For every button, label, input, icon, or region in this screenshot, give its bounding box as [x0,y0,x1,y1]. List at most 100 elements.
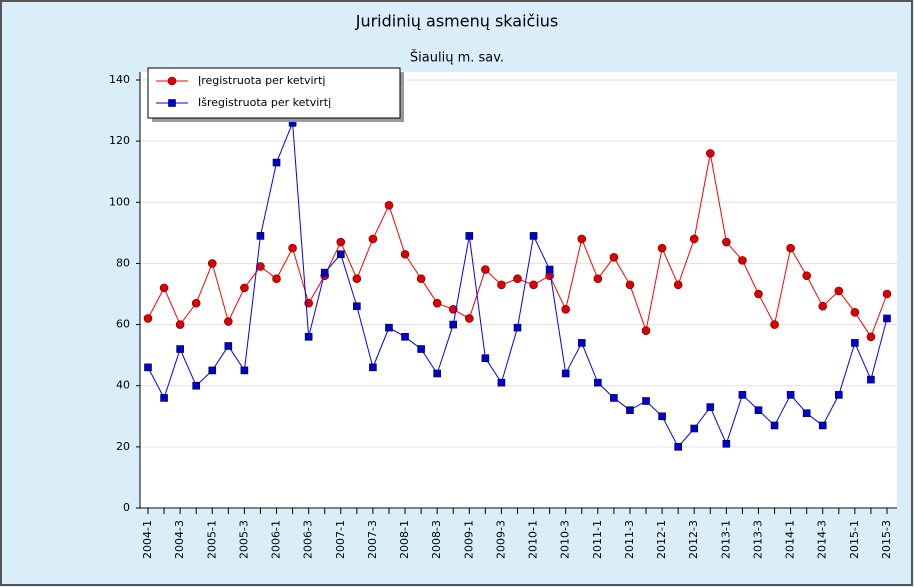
data-point [481,354,490,363]
x-tick-label: 2015-3 [880,520,893,559]
data-point [175,320,185,329]
data-point [529,280,538,290]
data-point [577,234,587,244]
x-tick-label: 2010-1 [527,520,540,559]
x-tick-label: 2004-3 [173,520,186,559]
data-point [802,271,811,280]
chart-title: Juridinių asmenų skaičius [355,12,559,31]
data-point [143,314,153,323]
data-point [176,345,184,353]
data-point [642,397,650,405]
x-tick-label: 2011-3 [623,520,636,559]
data-point [191,298,201,308]
y-tick-label: 140 [109,73,130,86]
x-tick-label: 2010-3 [559,520,572,559]
data-point [497,280,506,290]
legend-label: Išregistruota per ketvirtį [198,96,331,109]
data-point [722,439,731,448]
data-point [786,243,795,253]
legend-label: Įregistruota per ketvirtį [198,74,325,87]
data-point [513,323,522,332]
x-tick-label: 2009-3 [494,520,507,559]
data-point [818,301,828,311]
data-point [690,424,699,433]
data-point [368,234,378,244]
data-point [850,308,860,317]
plot-area [140,72,897,509]
data-point [465,232,474,240]
x-tick-label: 2013-1 [719,520,732,559]
x-tick-label: 2005-3 [237,520,250,559]
x-tick-label: 2008-3 [430,520,443,559]
data-point [754,289,763,299]
data-point [641,326,651,335]
y-tick-label: 80 [116,256,130,269]
data-point [272,158,281,167]
data-point [336,237,346,247]
data-point [673,280,683,290]
data-point [722,237,731,247]
chart-subtitle: Šiaulių m. sav. [410,50,504,66]
x-tick-label: 2008-1 [398,520,411,559]
data-point [593,274,603,284]
data-point [689,234,699,244]
data-point [770,421,779,430]
data-point [304,332,313,341]
data-point [738,256,747,265]
data-point [159,283,169,293]
x-tick-label: 2006-1 [270,520,283,559]
data-point [384,201,394,210]
x-tick-label: 2011-1 [591,520,604,559]
data-point [352,274,362,284]
data-point [561,369,570,378]
data-point [369,363,377,372]
data-point [160,394,168,402]
x-tick-label: 2014-3 [816,520,829,559]
data-point [288,243,297,253]
data-point [224,317,233,326]
legend-marker [167,76,177,86]
data-point [609,253,619,262]
data-point [610,394,618,402]
y-tick-label: 60 [116,318,130,331]
data-point [674,443,682,451]
data-point [240,283,249,293]
data-point [594,378,602,387]
data-point [706,403,715,411]
x-tick-label: 2012-1 [655,520,668,559]
data-point [449,320,458,329]
data-point [320,268,329,277]
data-point [835,391,843,399]
data-point [770,320,779,329]
data-point [353,302,361,311]
data-point [207,259,217,268]
y-tick-label: 120 [109,134,130,147]
data-point [738,391,747,399]
legend [147,67,401,119]
data-point [657,243,667,253]
data-point [336,250,345,259]
x-tick-label: 2014-1 [784,520,797,559]
data-point [786,391,795,399]
data-point [401,332,409,341]
data-point [754,406,763,414]
data-point [224,342,233,350]
y-tick-label: 20 [116,440,130,453]
data-point [545,265,554,274]
data-point [561,304,570,314]
data-point [818,421,827,430]
data-point [400,249,410,259]
data-point [272,274,281,284]
data-point [802,409,811,418]
data-point [432,298,442,308]
data-point [625,280,635,290]
x-tick-label: 2013-3 [751,520,764,559]
x-tick-label: 2005-1 [205,520,218,559]
x-tick-label: 2007-3 [366,520,379,559]
x-tick-label: 2009-1 [462,520,475,559]
data-point [577,339,586,347]
data-point [497,378,506,387]
y-tick-label: 0 [123,501,130,514]
